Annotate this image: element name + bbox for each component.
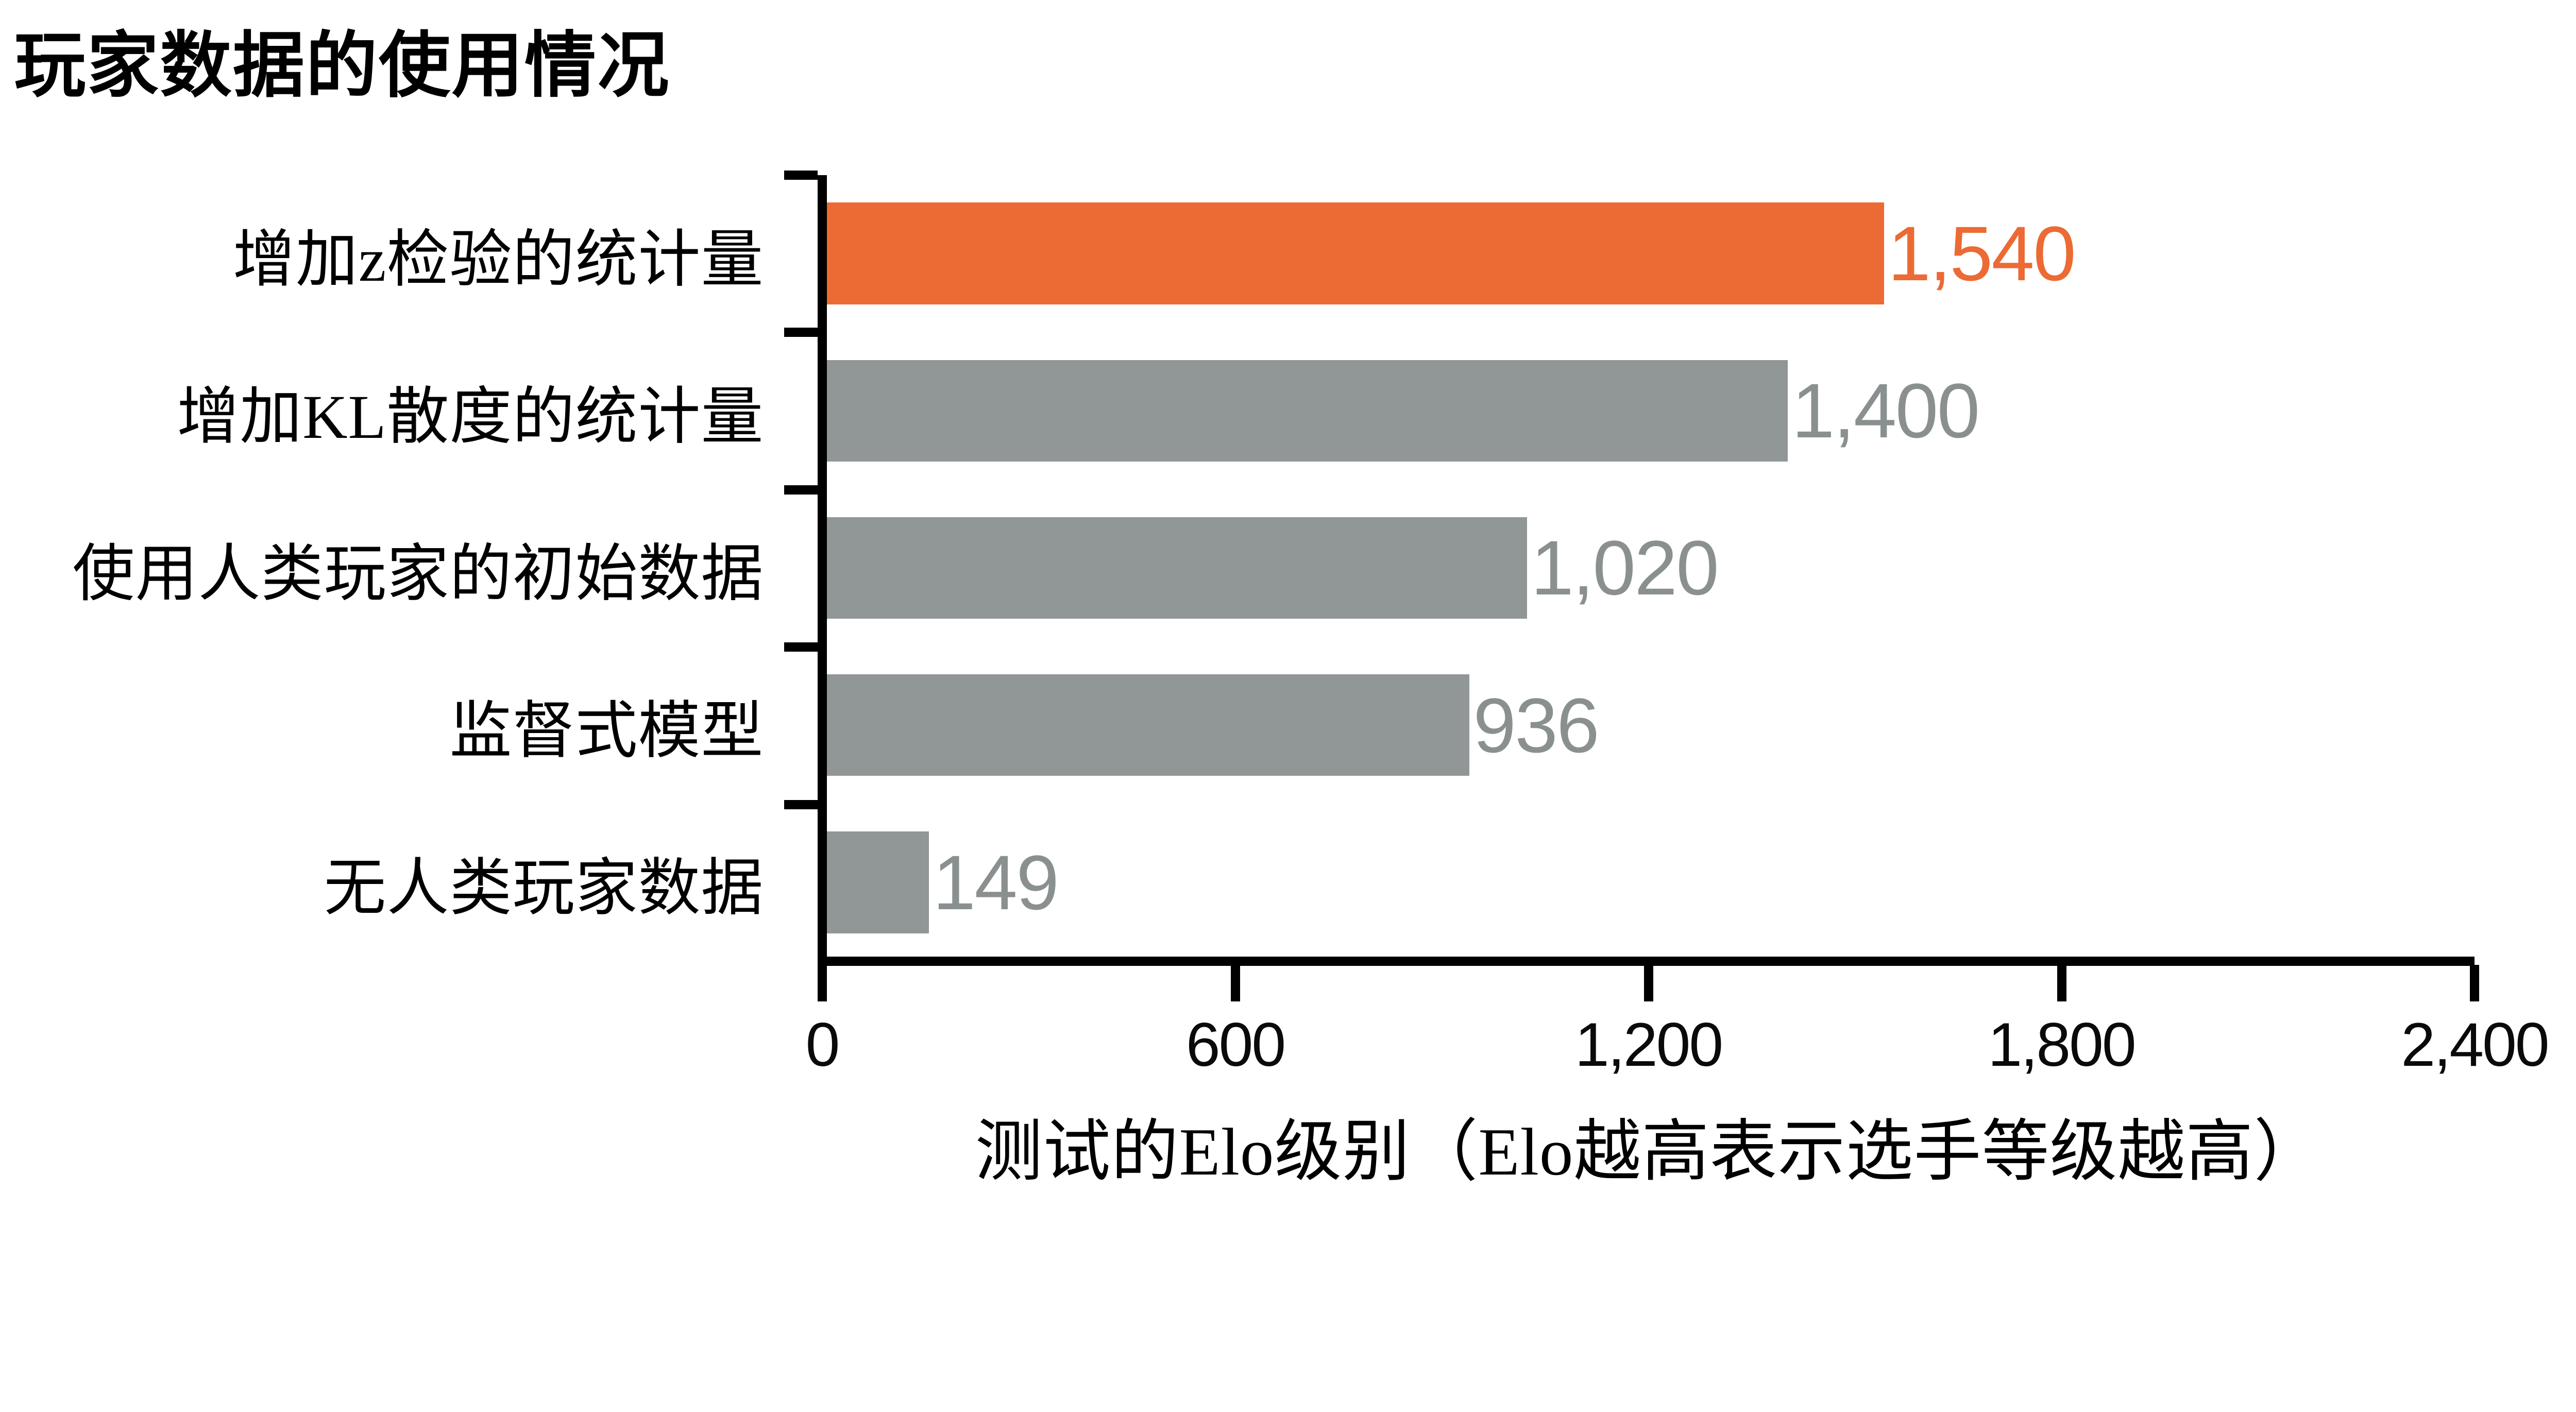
- x-axis-tick: [1643, 964, 1653, 1001]
- category-label: 无人类玩家数据: [324, 854, 764, 924]
- x-axis-title: 测试的Elo级别（Elo越高表示选手等级越高）: [975, 1114, 2322, 1189]
- x-tick-label: 0: [805, 1010, 840, 1079]
- y-axis-tick: [784, 485, 818, 495]
- y-axis-line: [817, 175, 827, 966]
- plot-area: 增加z检验的统计量 1,540 增加KL散度的统计量 1,400 使用人类玩家的…: [0, 175, 2576, 961]
- y-axis-tick: [784, 799, 818, 809]
- bar-value-label: 1,400: [1791, 367, 1980, 454]
- bar-row: 增加KL散度的统计量 1,400: [0, 332, 2576, 489]
- x-tick-label: 1,800: [1988, 1010, 2136, 1079]
- y-axis-tick: [784, 170, 818, 180]
- x-axis-tick: [817, 964, 827, 1001]
- bar: [826, 202, 1884, 304]
- chart-title: 玩家数据的使用情况: [14, 27, 670, 106]
- bar-value-label: 936: [1473, 682, 1599, 769]
- category-label: 使用人类玩家的初始数据: [72, 539, 764, 609]
- bar-value-label: 1,020: [1531, 524, 1719, 611]
- bar: [826, 517, 1527, 619]
- category-label: 增加KL散度的统计量: [177, 382, 764, 452]
- bar-value-label: 149: [933, 839, 1059, 926]
- x-tick-label: 1,200: [1574, 1010, 1723, 1079]
- bar-row: 增加z检验的统计量 1,540: [0, 175, 2576, 332]
- x-axis-tick: [2470, 964, 2479, 1001]
- category-label: 增加z检验的统计量: [232, 225, 764, 295]
- x-axis-tick: [2057, 964, 2066, 1001]
- bar-value-label: 1,540: [1888, 210, 2076, 297]
- bar: [826, 831, 929, 933]
- bar-row: 无人类玩家数据 149: [0, 804, 2576, 961]
- x-axis-tick: [1230, 964, 1240, 1001]
- bar-chart: 玩家数据的使用情况 增加z检验的统计量 1,540 增加KL散度的统计量 1,4…: [0, 27, 2576, 1189]
- bar-row: 监督式模型 936: [0, 647, 2576, 804]
- bar: [826, 674, 1469, 776]
- y-axis-tick: [784, 328, 818, 337]
- x-axis-line: [817, 956, 2475, 966]
- bar-row: 使用人类玩家的初始数据 1,020: [0, 489, 2576, 647]
- x-tick-label: 2,400: [2401, 1010, 2549, 1079]
- category-label: 监督式模型: [449, 697, 764, 767]
- y-axis-tick: [784, 642, 818, 652]
- x-tick-label: 600: [1185, 1010, 1286, 1079]
- bar: [826, 360, 1788, 462]
